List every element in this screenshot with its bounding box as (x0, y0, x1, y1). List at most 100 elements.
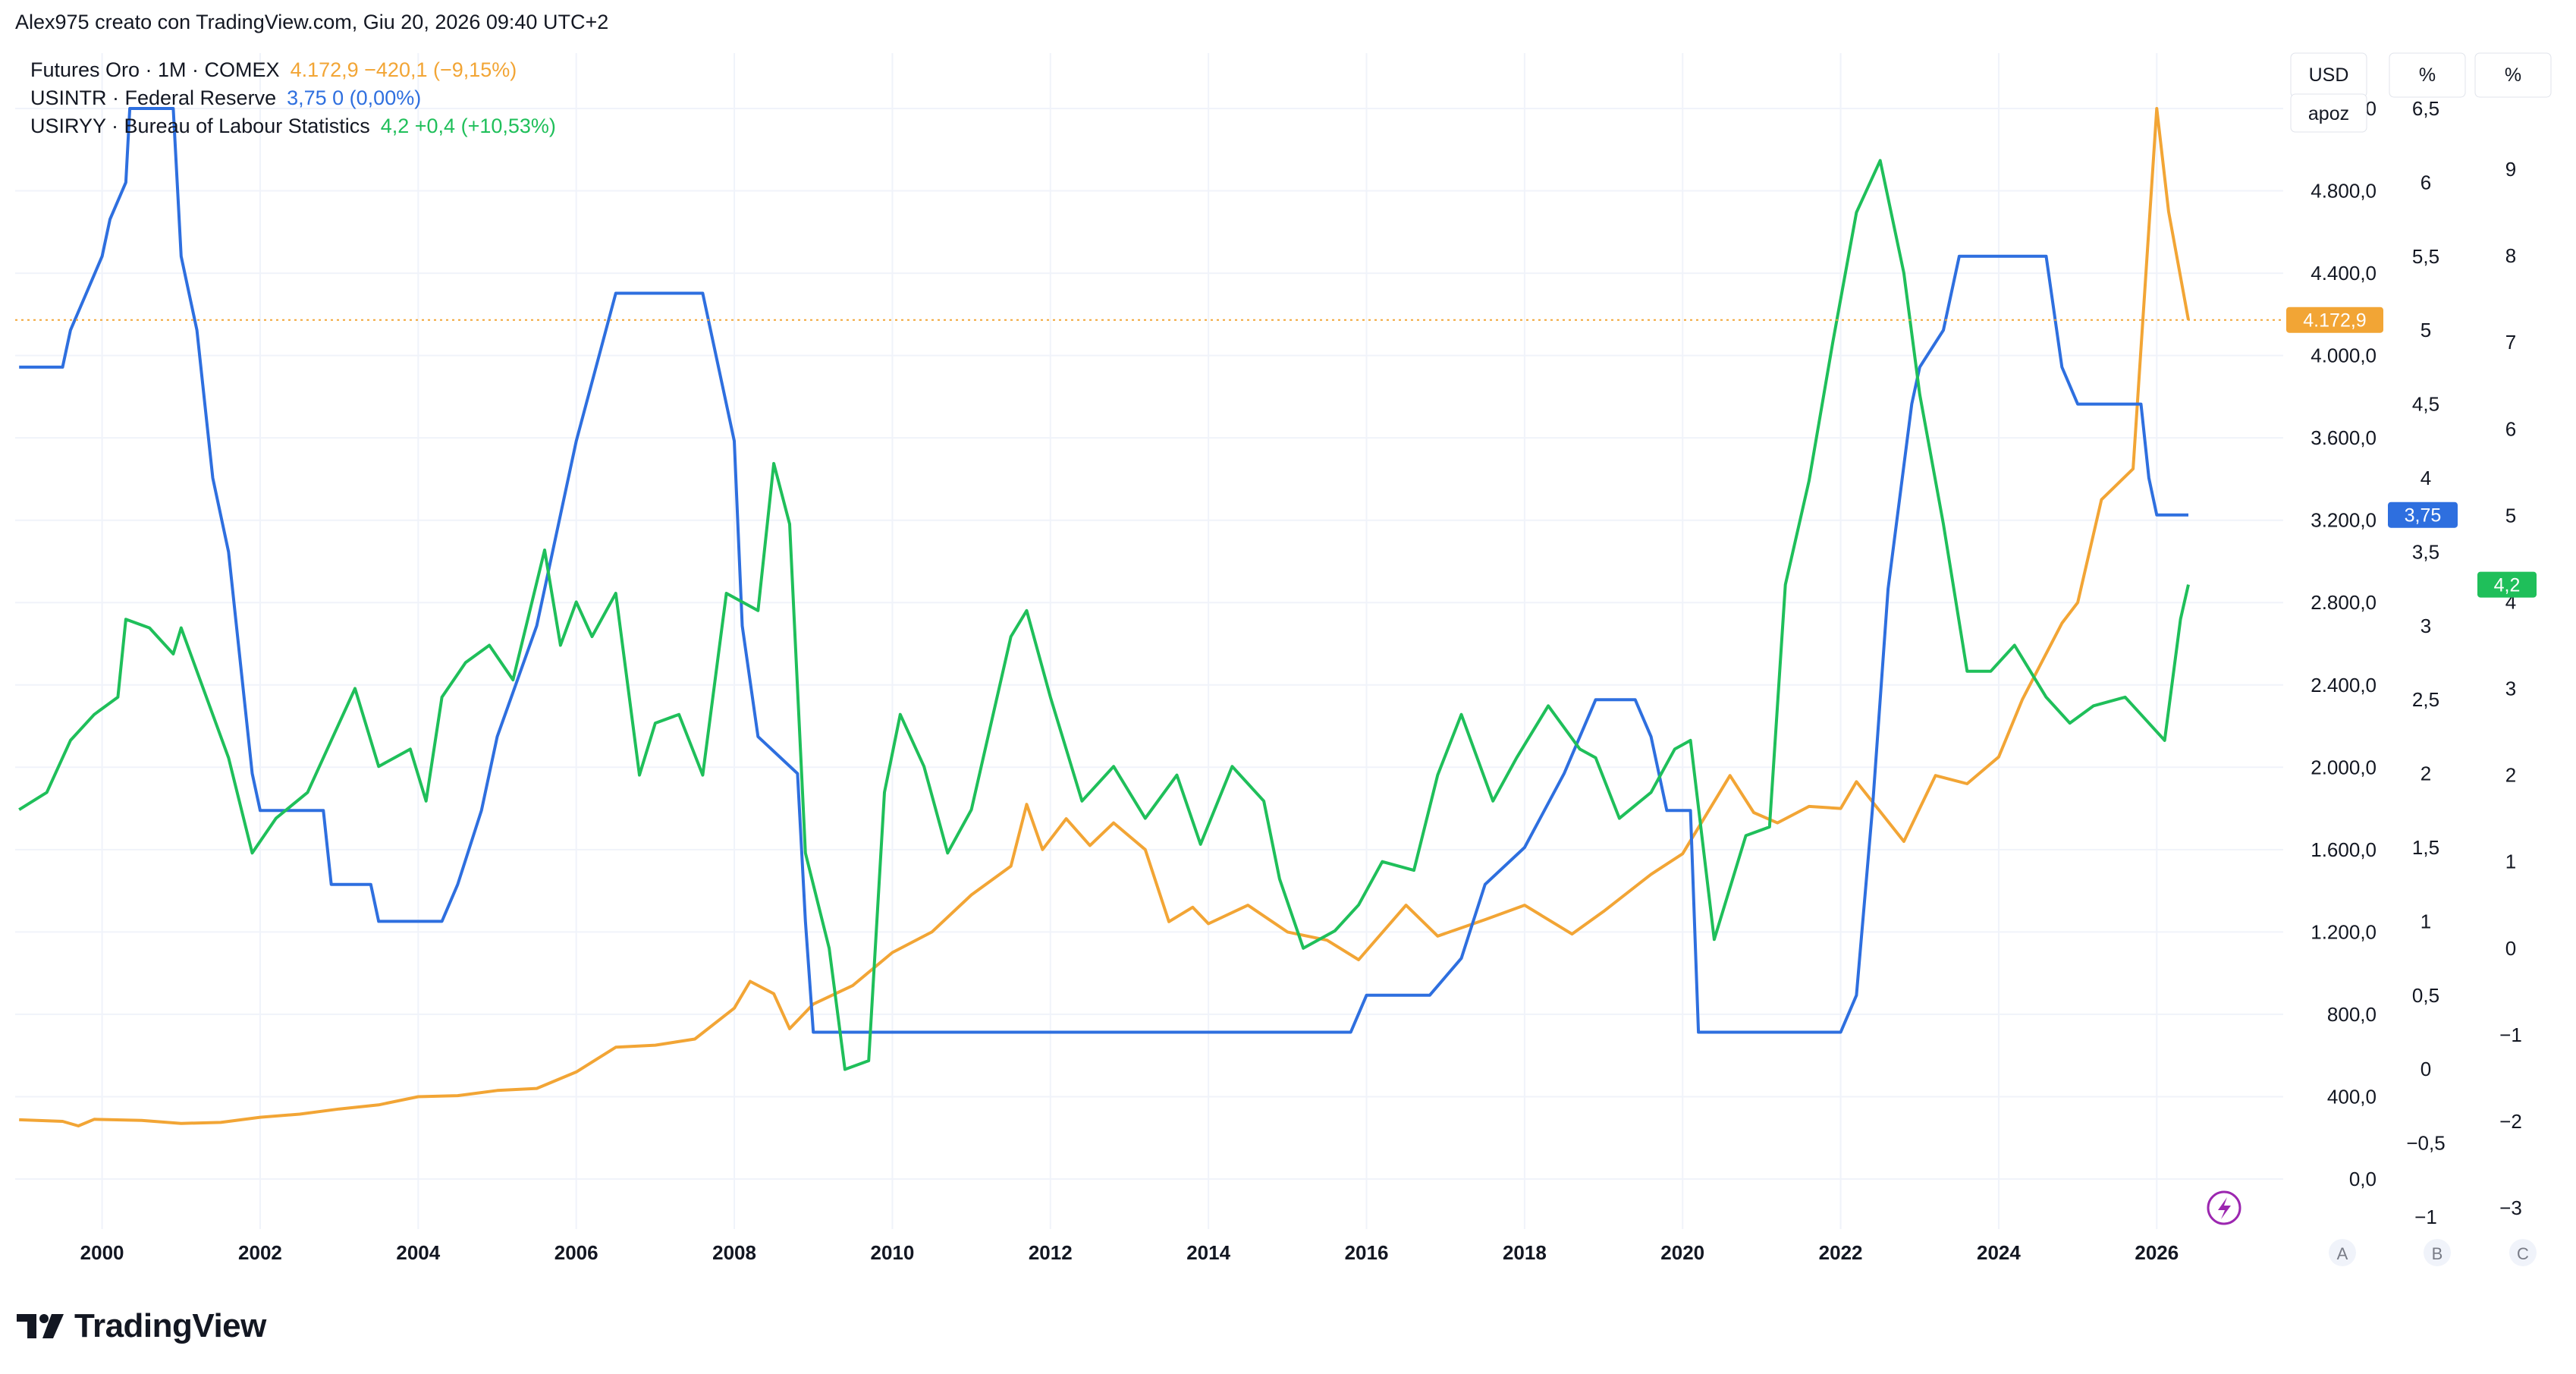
axis-a-unit-label: USD (2309, 64, 2349, 86)
legend-value-gold: 4.172,9 −420,1 (−9,15%) (290, 58, 517, 81)
axis-a-tick: 400,0 (2327, 1085, 2377, 1108)
axis-c-tick: 0 (2505, 937, 2516, 960)
lightning-icon[interactable] (2207, 1190, 2241, 1225)
last-value-labels: 4.172,9 3,75 4,2 (2286, 307, 2537, 598)
axis-b-tick: 2 (2420, 762, 2431, 785)
x-tick-label: 2022 (1819, 1241, 1863, 1264)
axis-b-tick: 0,5 (2412, 984, 2439, 1007)
rate-last-label-box (2388, 501, 2458, 528)
x-tick-label: 2026 (2135, 1241, 2179, 1264)
axis-a-marker[interactable] (2329, 1239, 2356, 1266)
axis-a-tick: 4.800,0 (2311, 180, 2377, 203)
axis-c-tick: 7 (2505, 331, 2516, 354)
legend-name-gold: Futures Oro · 1M · COMEX (30, 58, 280, 81)
axis-b-tick: −1 (2414, 1206, 2437, 1228)
x-tick-label: 2006 (554, 1241, 598, 1264)
axis-a-tick: 2.800,0 (2311, 591, 2377, 614)
axis-b-tick: 1 (2420, 910, 2431, 932)
legend-name-rate: USINTR · Federal Reserve (30, 86, 277, 109)
rate-axis-b: −1 −0,5 0 0,5 1 1,5 2 2,5 3 3,5 4 4,5 5 5,5 6 6,5 (2406, 97, 2445, 1228)
legend-row-gold[interactable]: Futures Oro · 1M · COMEX 4.172,9 −420,1 (… (30, 56, 556, 84)
axis-b-unit-label: % (2419, 64, 2436, 86)
x-tick-label: 2010 (870, 1241, 914, 1264)
axis-c-tick: −1 (2499, 1023, 2522, 1046)
axis-a-tick: 2.000,0 (2311, 756, 2377, 778)
tradingview-brand-text: TradingView (74, 1307, 266, 1344)
axis-b-tick: −0,5 (2406, 1132, 2445, 1155)
axis-c-tick: 8 (2505, 244, 2516, 267)
axis-b-tick: 6,5 (2412, 97, 2439, 120)
axis-b-tick: 6 (2420, 171, 2431, 193)
x-tick-label: 2014 (1186, 1241, 1230, 1264)
axis-c-tick: 1 (2505, 850, 2516, 873)
axis-a-tick: 2.400,0 (2311, 674, 2377, 696)
axis-b-tick: 0 (2420, 1058, 2431, 1080)
axis-a-mode-button[interactable] (2290, 93, 2367, 133)
x-tick-label: 2016 (1345, 1241, 1389, 1264)
tradingview-brand[interactable]: TradingView (17, 1303, 266, 1349)
x-tick-label: 2004 (396, 1241, 440, 1264)
x-tick-label: 2008 (712, 1241, 756, 1264)
series-layer (15, 107, 2283, 1127)
price-axis-a: 0,0 400,0 800,0 1.200,0 1.600,0 2.000,0 2.400,… (2311, 97, 2377, 1190)
axis-a-tick: 800,0 (2327, 1003, 2377, 1026)
axis-a-tick: 4.000,0 (2311, 344, 2377, 367)
legend-value-rate: 3,75 0 (0,00%) (287, 86, 422, 109)
rate-last-label: 3,75 (2405, 505, 2442, 527)
axis-b-tick: 1,5 (2412, 836, 2439, 859)
axis-a-footer: A (2337, 1244, 2348, 1263)
x-tick-label: 2020 (1660, 1241, 1704, 1264)
axis-a-tick: 1.600,0 (2311, 838, 2377, 861)
chart-attribution: Alex975 creato con TradingView.com, Giu … (15, 11, 609, 33)
axis-c-marker[interactable] (2509, 1239, 2537, 1266)
axis-c-tick: 6 (2505, 417, 2516, 440)
axis-a-tick: 3.600,0 (2311, 426, 2377, 449)
legend-value-cpi: 4,2 +0,4 (+10,53%) (380, 115, 556, 137)
axis-b-tick: 4,5 (2412, 393, 2439, 416)
axis-c-unit-label: % (2505, 64, 2521, 86)
axis-a-tick: 3.200,0 (2311, 509, 2377, 532)
x-tick-label: 2000 (80, 1241, 124, 1264)
axis-c-tick: 9 (2505, 158, 2516, 181)
gold-last-label: 4.172,9 (2303, 310, 2366, 332)
legend-row-rate[interactable]: USINTR · Federal Reserve 3,75 0 (0,00%) (30, 84, 556, 112)
cpi-last-label-box (2477, 571, 2537, 598)
legend-name-cpi: USIRYY · Bureau of Labour Statistics (30, 115, 370, 137)
legend: Futures Oro · 1M · COMEX 4.172,9 −420,1 (… (30, 56, 556, 140)
axis-b-footer: B (2432, 1244, 2443, 1263)
axis-c-footer: C (2517, 1244, 2529, 1263)
axis-b-marker[interactable] (2424, 1239, 2451, 1266)
axis-c-unit-button[interactable] (2474, 52, 2552, 98)
axis-a-tick: 0,0 (2349, 1168, 2377, 1190)
axis-c-tick: −2 (2499, 1110, 2522, 1133)
cpi-last-label: 4,2 (2494, 575, 2521, 596)
axis-b-tick: 5 (2420, 319, 2431, 341)
x-axis: 2000 2002 2004 2006 2008 2010 2012 2014 2016 2018… (80, 1241, 2179, 1264)
axis-b-tick: 3,5 (2412, 540, 2439, 563)
legend-row-cpi[interactable]: USIRYY · Bureau of Labour Statistics 4,2 … (30, 112, 556, 140)
cpi-series-line (18, 159, 2190, 1071)
rate-series-line (19, 107, 2188, 1034)
axis-b-tick: 2,5 (2412, 688, 2439, 711)
axis-b-unit-button[interactable] (2389, 52, 2466, 98)
axis-c-tick: 2 (2505, 764, 2516, 787)
tradingview-logo-icon (17, 1314, 64, 1338)
axis-b-tick: 5,5 (2412, 245, 2439, 268)
axis-b-tick: 3 (2420, 615, 2431, 637)
axis-c-tick: 3 (2505, 678, 2516, 700)
axis-c-tick: 5 (2505, 504, 2516, 527)
axis-b-tick: 4 (2420, 467, 2431, 489)
grid (15, 53, 2283, 1229)
axis-c-tick: −3 (2499, 1196, 2522, 1219)
gold-last-label-box (2286, 307, 2383, 333)
x-tick-label: 2018 (1503, 1241, 1547, 1264)
x-tick-label: 2012 (1029, 1241, 1073, 1264)
axis-a-tick: 1.200,0 (2311, 920, 2377, 943)
axis-a-tick: 4.400,0 (2311, 262, 2377, 285)
axis-a-mode-label: apoz (2308, 103, 2349, 124)
x-tick-label: 2024 (1977, 1241, 2021, 1264)
x-tick-label: 2002 (238, 1241, 282, 1264)
gold-series-line (19, 107, 2190, 1127)
